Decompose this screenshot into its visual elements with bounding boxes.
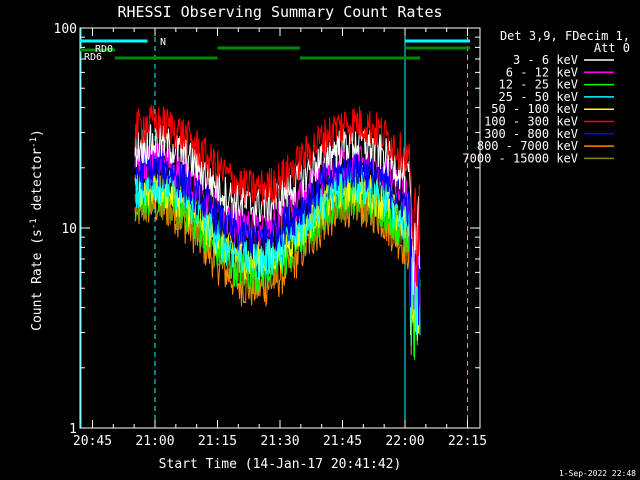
legend-entry-label: 800 - 7000 keV xyxy=(477,139,578,153)
legend-entry-label: 300 - 800 keV xyxy=(484,127,578,141)
x-axis: 20:45 21:00 21:15 21:30 21:45 22:00 22:15 xyxy=(73,28,487,449)
legend-entry-label: 7000 - 15000 keV xyxy=(462,151,578,165)
x-tick-label: 21:45 xyxy=(323,434,362,449)
y-axis-label-mid: detector xyxy=(30,148,45,219)
flag-label-rd0: RD0 xyxy=(95,44,113,55)
x-tick-label: 20:45 xyxy=(73,434,112,449)
y-axis-label-start: Count Rate (s xyxy=(30,229,45,331)
x-axis-label: Start Time (14-Jan-17 20:41:42) xyxy=(159,457,402,472)
legend-entry-label: 50 - 100 keV xyxy=(491,102,578,116)
flag-label-n: N xyxy=(160,37,166,48)
y-axis: 1 10 100 xyxy=(54,22,480,437)
y-tick-label: 100 xyxy=(54,22,77,37)
footer-date: 1-Sep-2022 22:48 xyxy=(559,469,636,478)
legend-entry-label: 12 - 25 keV xyxy=(499,78,578,92)
legend-header-2: Att 0 xyxy=(594,41,630,55)
legend-entry-label: 25 - 50 keV xyxy=(499,90,578,104)
y-axis-label-end: ) xyxy=(30,129,45,137)
y-axis-label-sup2: -1 xyxy=(29,137,39,148)
y-tick-label: 10 xyxy=(61,222,77,237)
flag-label-rd6: RD6 xyxy=(84,52,102,63)
x-tick-label: 22:15 xyxy=(448,434,487,449)
x-tick-label: 21:30 xyxy=(260,434,299,449)
legend-entry-label: 6 - 12 keV xyxy=(506,65,578,79)
series-line xyxy=(134,150,421,326)
series-line xyxy=(134,105,421,287)
series-line xyxy=(134,175,421,361)
series-line xyxy=(134,169,421,341)
legend-entry-label: 3 - 6 keV xyxy=(513,53,578,67)
x-tick-label: 22:00 xyxy=(385,434,424,449)
legend-entry-label: 100 - 300 keV xyxy=(484,115,578,129)
series-line xyxy=(134,182,421,342)
x-tick-label: 21:00 xyxy=(135,434,174,449)
y-tick-label: 1 xyxy=(69,422,77,437)
y-axis-label-sup: -1 xyxy=(29,218,39,229)
legend-header-1: Det 3,9, FDecim 1, xyxy=(500,29,630,43)
x-tick-label: 21:15 xyxy=(198,434,237,449)
chart-title: RHESSI Observing Summary Count Rates xyxy=(117,3,442,21)
y-axis-label: Count Rate (s-1 detector-1) xyxy=(29,129,45,331)
